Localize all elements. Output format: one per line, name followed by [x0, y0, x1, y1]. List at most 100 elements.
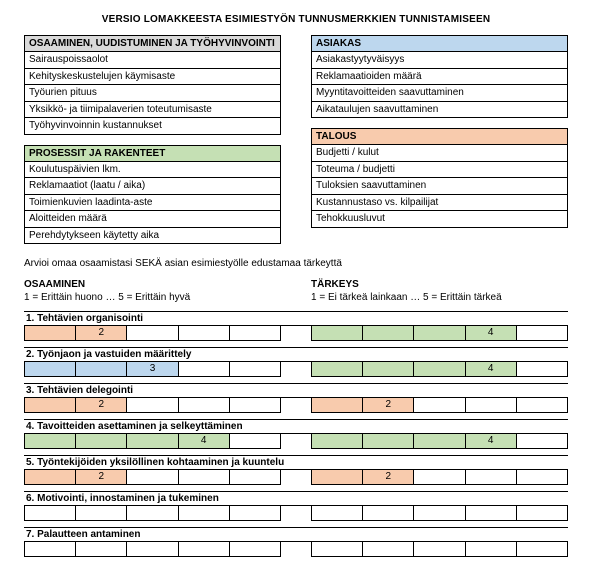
rating-cell[interactable] — [230, 326, 281, 340]
rating-cell[interactable] — [517, 362, 568, 376]
rating-cell[interactable] — [517, 506, 568, 520]
rating-cell[interactable] — [414, 362, 465, 376]
rating-cell[interactable] — [127, 398, 178, 412]
rating-cell[interactable] — [312, 542, 363, 556]
rating-cell[interactable] — [363, 542, 414, 556]
quadrant-bottom-left: PROSESSIT JA RAKENTEETKoulutuspäivien lk… — [24, 145, 281, 245]
rating-cell[interactable]: 4 — [466, 362, 517, 376]
instruction-text: Arvioi omaa osaamistasi SEKÄ asian esimi… — [24, 258, 568, 269]
rating-cell[interactable] — [230, 362, 281, 376]
rating-cell[interactable] — [127, 434, 178, 448]
rating-cell[interactable] — [127, 542, 178, 556]
rating-cell[interactable] — [76, 506, 127, 520]
rating-cell[interactable] — [466, 470, 517, 484]
rating-cell[interactable] — [127, 470, 178, 484]
scale-left-desc: 1 = Erittäin huono … 5 = Erittäin hyvä — [24, 292, 281, 303]
rating-cell[interactable] — [25, 542, 76, 556]
rating-cell[interactable] — [414, 470, 465, 484]
rating-cell[interactable] — [312, 326, 363, 340]
rating-cell[interactable] — [466, 506, 517, 520]
rating-label: 2. Työnjaon ja vastuiden määrittely — [24, 347, 568, 362]
rating-cell[interactable] — [76, 542, 127, 556]
rating-cell[interactable]: 2 — [76, 398, 127, 412]
rating-cell[interactable] — [312, 398, 363, 412]
rating-cell[interactable] — [312, 362, 363, 376]
rating-cell[interactable] — [517, 398, 568, 412]
rating-cell[interactable] — [179, 506, 230, 520]
rating-cell[interactable] — [363, 434, 414, 448]
rating-cell[interactable] — [179, 398, 230, 412]
rating-cell[interactable]: 3 — [127, 362, 178, 376]
rating-cell[interactable] — [414, 506, 465, 520]
rating-cell[interactable] — [414, 542, 465, 556]
rating-cell[interactable] — [517, 326, 568, 340]
rating-cell[interactable] — [517, 434, 568, 448]
rating-grid-left: 2 — [24, 326, 281, 341]
quadrant-item: Aikataulujen saavuttaminen — [312, 102, 567, 118]
rating-cell[interactable] — [312, 470, 363, 484]
rating-cell[interactable] — [466, 398, 517, 412]
rating-cell[interactable] — [25, 398, 76, 412]
rating-cell[interactable]: 4 — [179, 434, 230, 448]
rating-cell[interactable] — [414, 434, 465, 448]
quadrant-item: Asiakastyytyväisyys — [312, 52, 567, 69]
rating-cell[interactable] — [179, 326, 230, 340]
rating-cell[interactable] — [127, 326, 178, 340]
rating-cell[interactable] — [414, 326, 465, 340]
rating-cell[interactable]: 2 — [76, 470, 127, 484]
quadrant-item: Koulutuspäivien lkm. — [25, 162, 280, 179]
rating-cell[interactable] — [230, 470, 281, 484]
page-title: VERSIO LOMAKKEESTA ESIMIESTYÖN TUNNUSMER… — [24, 14, 568, 25]
rating-cell[interactable]: 2 — [363, 398, 414, 412]
rating-cell[interactable] — [363, 326, 414, 340]
rating-cell[interactable] — [76, 362, 127, 376]
rating-label: 4. Tavoitteiden asettaminen ja selkeyttä… — [24, 419, 568, 434]
rating-row — [24, 542, 568, 557]
rating-cell[interactable]: 2 — [363, 470, 414, 484]
scale-headers: OSAAMINEN 1 = Erittäin huono … 5 = Eritt… — [24, 279, 568, 303]
rating-cell[interactable] — [517, 542, 568, 556]
rating-grid-right: 2 — [311, 398, 568, 413]
rating-cell[interactable] — [363, 362, 414, 376]
rating-cell[interactable] — [466, 542, 517, 556]
quadrant-item: Toimienkuvien laadinta-aste — [25, 195, 280, 212]
quadrant-item: Perehdytykseen käytetty aika — [25, 228, 280, 244]
rating-cell[interactable] — [312, 434, 363, 448]
rating-row: 24 — [24, 326, 568, 341]
rating-row: 22 — [24, 470, 568, 485]
rating-cell[interactable] — [25, 362, 76, 376]
rating-cell[interactable] — [230, 398, 281, 412]
rating-label: 5. Työntekijöiden yksilöllinen kohtaamin… — [24, 455, 568, 470]
rating-cell[interactable] — [230, 542, 281, 556]
quadrant-top-left: OSAAMINEN, UUDISTUMINEN JA TYÖHYVINVOINT… — [24, 35, 281, 135]
rating-cell[interactable] — [76, 434, 127, 448]
rating-cell[interactable] — [179, 542, 230, 556]
rating-cell[interactable] — [230, 434, 281, 448]
rating-cell[interactable]: 4 — [466, 326, 517, 340]
rating-cell[interactable] — [517, 470, 568, 484]
rating-label: 7. Palautteen antaminen — [24, 527, 568, 542]
quadrant-header: ASIAKAS — [312, 36, 567, 52]
rating-cell[interactable] — [179, 470, 230, 484]
rating-cell[interactable]: 2 — [76, 326, 127, 340]
rating-cell[interactable] — [127, 506, 178, 520]
rating-cell[interactable] — [25, 506, 76, 520]
rating-section: 1. Tehtävien organisointi24 — [24, 311, 568, 341]
rating-cell[interactable] — [312, 506, 363, 520]
rating-cell[interactable]: 4 — [466, 434, 517, 448]
rating-cell[interactable] — [414, 398, 465, 412]
rating-label: 3. Tehtävien delegointi — [24, 383, 568, 398]
rating-cell[interactable] — [25, 470, 76, 484]
quadrant-item: Työurien pituus — [25, 85, 280, 102]
rating-label: 1. Tehtävien organisointi — [24, 311, 568, 326]
rating-cell[interactable] — [179, 362, 230, 376]
rating-cell[interactable] — [25, 434, 76, 448]
rating-cell[interactable] — [230, 506, 281, 520]
rating-row: 44 — [24, 434, 568, 449]
rating-section: 2. Työnjaon ja vastuiden määrittely3 4 — [24, 347, 568, 377]
quadrant-item: Työhyvinvoinnin kustannukset — [25, 118, 280, 134]
quadrant-header: TALOUS — [312, 129, 567, 145]
quadrant-top-right: ASIAKASAsiakastyytyväisyysReklamaatioide… — [311, 35, 568, 118]
rating-cell[interactable] — [25, 326, 76, 340]
rating-cell[interactable] — [363, 506, 414, 520]
